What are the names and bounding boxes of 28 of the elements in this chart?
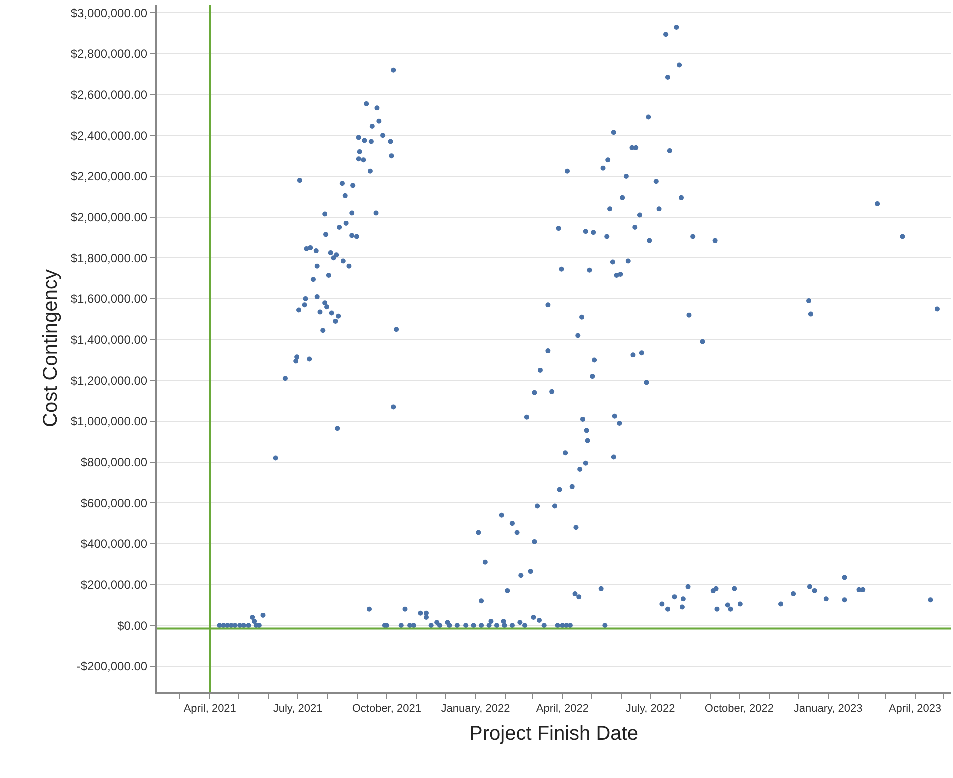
- x-tick-label: April, 2022: [536, 703, 589, 716]
- y-axis-title: Cost Contingency: [40, 270, 62, 428]
- y-tick-label: $1,000,000.00: [70, 414, 148, 429]
- y-tick-label: $200,000.00: [80, 578, 148, 592]
- y-tick-label: $600,000.00: [80, 496, 148, 510]
- y-tick-label: $2,200,000.00: [70, 170, 148, 184]
- x-tick-label: July, 2022: [626, 703, 676, 716]
- y-tick-label: $1,800,000.00: [70, 251, 148, 266]
- x-tick-label: July, 2021: [273, 703, 323, 716]
- y-tick-label: $2,400,000.00: [70, 128, 148, 143]
- y-tick-label: -$200,000.00: [76, 660, 148, 674]
- y-tick-label: $0.00: [118, 618, 148, 633]
- x-tick-label: October, 2022: [704, 703, 774, 716]
- x-tick-label: October, 2021: [352, 703, 422, 716]
- y-tick-label: $1,600,000.00: [70, 292, 148, 306]
- x-tick-label: January, 2023: [794, 703, 863, 716]
- y-tick-label: $2,600,000.00: [70, 88, 148, 102]
- y-tick-label: $2,800,000.00: [70, 47, 148, 62]
- x-tick-label: January, 2022: [441, 703, 510, 716]
- y-tick-label: $1,400,000.00: [70, 333, 148, 348]
- y-tick-label: $400,000.00: [80, 537, 148, 552]
- y-tick-label: $3,000,000.00: [70, 6, 148, 20]
- x-tick-label: April, 2021: [184, 703, 236, 716]
- y-tick-label: $800,000.00: [80, 456, 148, 470]
- y-tick-label: $2,000,000.00: [70, 210, 148, 225]
- x-tick-label: April, 2023: [888, 703, 942, 716]
- y-tick-label: $1,200,000.00: [70, 374, 148, 388]
- x-axis-title: Project Finish Date: [470, 723, 638, 746]
